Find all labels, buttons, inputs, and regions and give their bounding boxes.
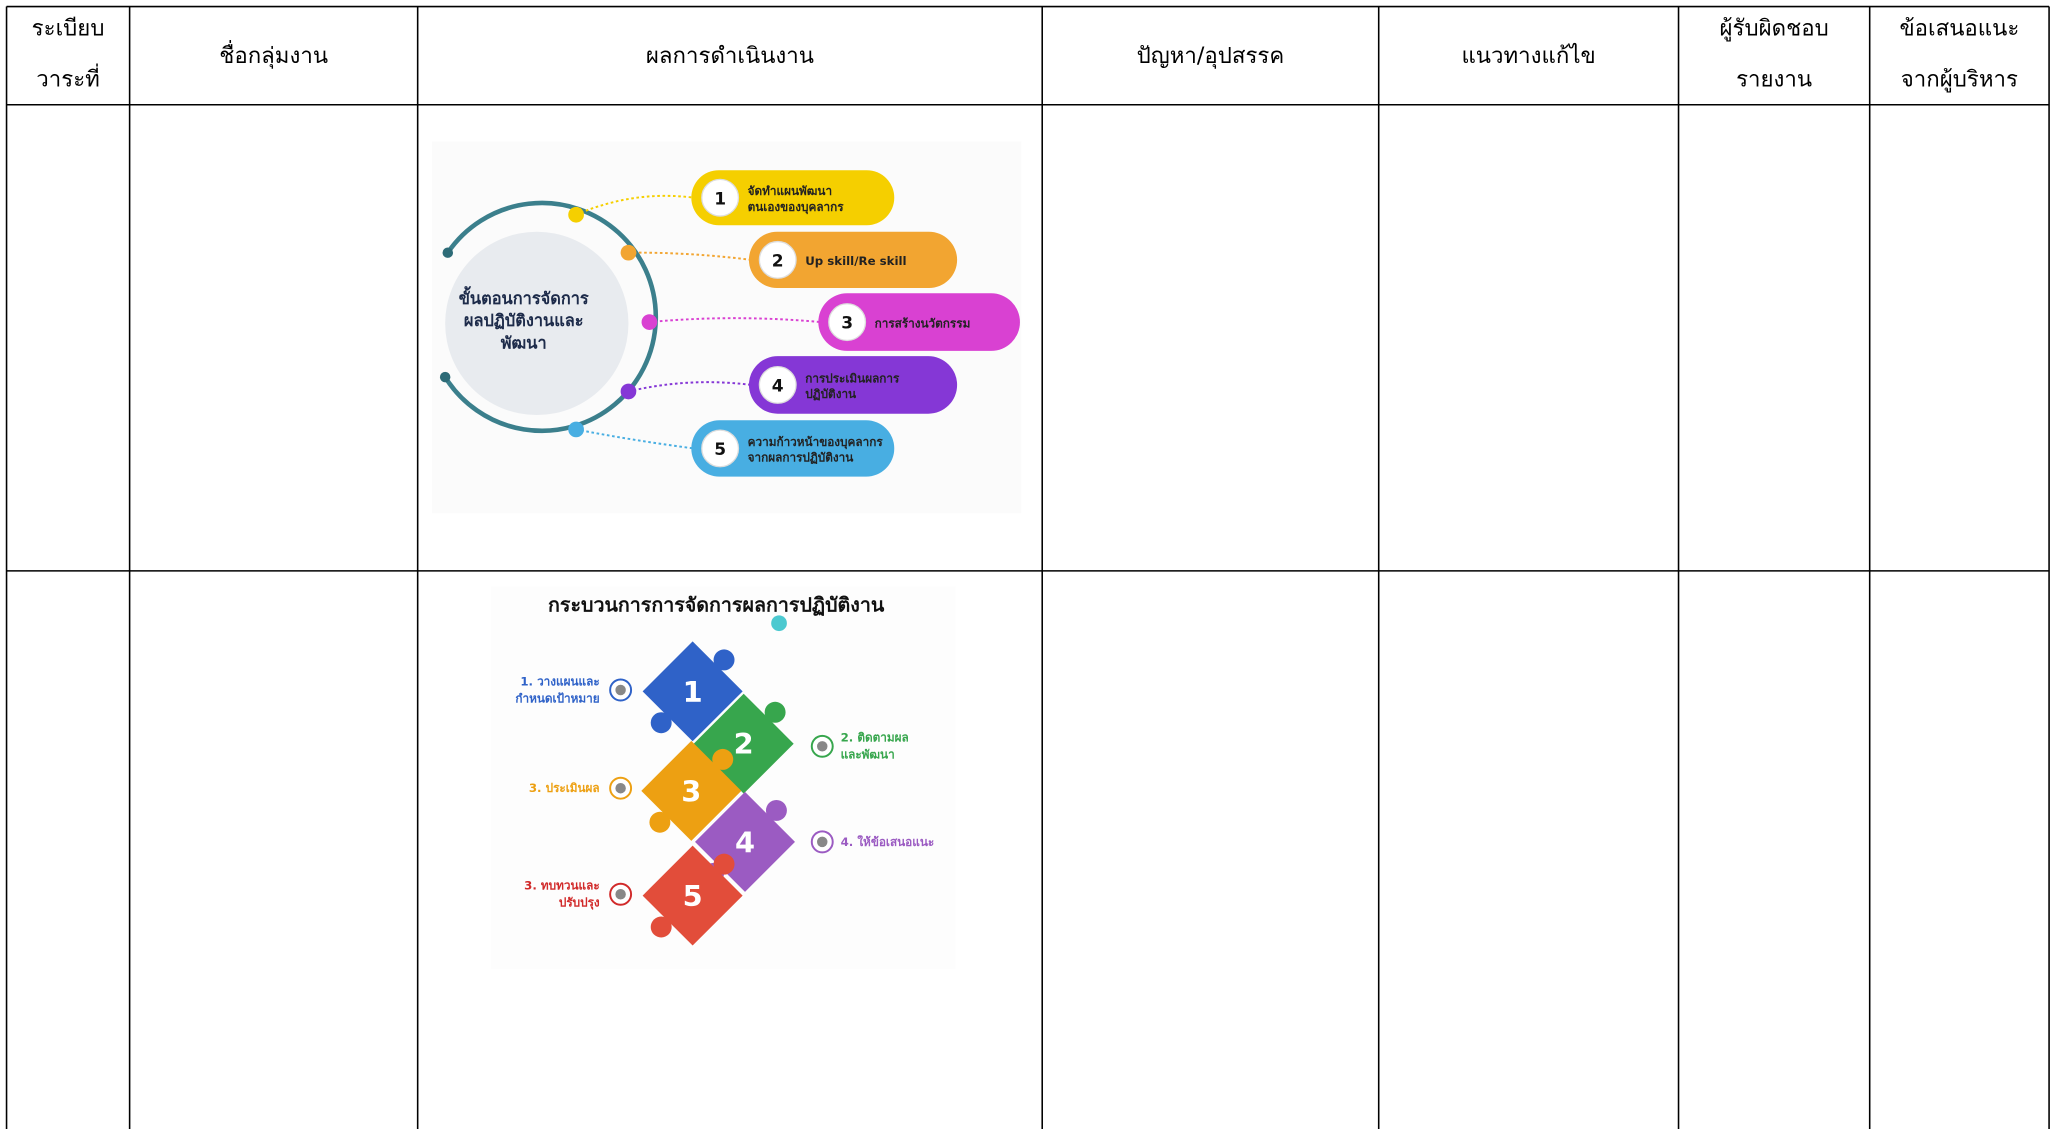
step-number: 3	[841, 314, 853, 334]
header-cell: แนวทางแก้ไข	[1461, 43, 1595, 69]
piece-number: 1	[683, 675, 703, 709]
header-cell: ผู้รับผิดชอบ	[1720, 15, 1829, 41]
step-label: การสร้างนวัตกรรม	[875, 316, 971, 330]
header-cell: วาระที่	[36, 63, 100, 92]
puzzle-label: กำหนดเป้าหมาย	[515, 691, 599, 705]
piece-number: 4	[735, 825, 755, 859]
center-label: ขั้นตอนการจัดการ	[459, 286, 589, 308]
step-badge	[758, 365, 797, 404]
connector-dot	[568, 206, 584, 223]
center-circle	[445, 231, 629, 416]
puzzle-label: 1. วางแผนและ	[520, 674, 599, 688]
piece-number: 2	[734, 727, 754, 761]
puzzle-nub	[765, 799, 787, 821]
step-label: จากผลการปฏิบัติงาน	[748, 451, 855, 465]
header-cell: ผลการดำเนินงาน	[646, 43, 814, 69]
header-cell: จากผู้บริหาร	[1901, 66, 2018, 92]
step-number: 4	[772, 376, 784, 396]
center-label: ผลปฏิบัติงานและ	[464, 311, 584, 330]
step-icon-inner	[615, 782, 626, 794]
step-label: จัดทำแผนพัฒนา	[748, 184, 832, 198]
puzzle-label: และพัฒนา	[841, 748, 895, 762]
puzzle-nub	[713, 853, 735, 875]
step-number: 1	[714, 189, 726, 209]
step-badge	[828, 303, 867, 342]
step-badge	[758, 240, 797, 279]
puzzle-nub	[650, 712, 672, 734]
arc-end	[442, 247, 454, 258]
connector	[575, 428, 695, 450]
step-icon-inner	[615, 889, 626, 900]
step-icon-inner	[817, 741, 828, 752]
puzzle-nub	[650, 916, 672, 938]
connector-dot	[641, 314, 658, 330]
decor-dot	[771, 615, 787, 632]
center-label: พัฒนา	[501, 333, 547, 352]
piece-number: 3	[681, 774, 701, 808]
step-pill	[691, 420, 895, 477]
step-label: ตนเองของบุคลากร	[748, 200, 845, 215]
puzzle-label: 2. ติดตามผล	[841, 731, 909, 745]
step-badge	[701, 429, 740, 468]
puzzle-nub	[712, 748, 734, 770]
header-cell: รายงาน	[1736, 66, 1812, 92]
header-cell: ข้อเสนอแนะ	[1899, 15, 2019, 41]
step-label: ปฏิบัติงาน	[805, 387, 857, 401]
piece-number: 5	[683, 879, 703, 913]
step-badge	[701, 178, 740, 217]
connector	[649, 317, 822, 324]
puzzle-label: ปรับปรุง	[559, 896, 600, 911]
arc-end	[439, 371, 451, 383]
puzzle-label: 4. ให้ข้อเสนอแนะ	[841, 834, 935, 849]
puzzle-nub	[764, 701, 786, 723]
step-label: การประเมินผลการ	[805, 371, 900, 385]
puzzle-label: 3. ประเมินผล	[529, 781, 600, 795]
step-icon-inner	[615, 684, 626, 696]
connector-dot	[620, 383, 637, 400]
puzzle-label: 3. ทบทวนและ	[524, 879, 600, 893]
step-icon-inner	[817, 836, 828, 848]
step-label: Up skill/Re skill	[805, 254, 906, 268]
header-cell: ระเบียบ	[32, 15, 105, 41]
step-pill	[691, 170, 895, 226]
header-cell: ชื่อกลุ่มงาน	[219, 40, 328, 69]
step-label: ความก้าวหน้าของบุคลากร	[748, 435, 884, 450]
step-number: 2	[772, 251, 784, 271]
step-pill	[748, 356, 958, 414]
puzzle-nub	[713, 649, 735, 671]
puzzle-nub	[649, 811, 671, 833]
step-pill	[818, 293, 1020, 351]
step-pill	[748, 231, 958, 289]
connector-dot	[568, 421, 584, 438]
header-cell: ปัญหา/อุปสรรค	[1137, 43, 1285, 69]
connector-dot	[620, 244, 637, 261]
puzzle-title: กระบวนการการจัดการผลการปฏิบัติงาน	[548, 593, 885, 616]
connector	[575, 194, 695, 216]
step-number: 5	[714, 440, 726, 460]
